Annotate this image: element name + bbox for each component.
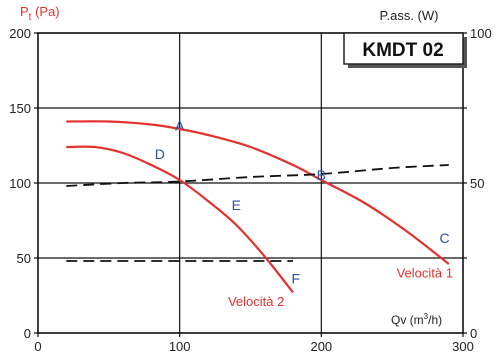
curve-labels: Velocità 1 Velocità 2 [228,266,453,310]
y-tick-label: 100 [9,176,31,191]
y2-tick-label: 0 [470,326,477,341]
curve-label-2: Velocità 2 [228,294,284,309]
x-tick-label: 100 [169,339,191,354]
y-tick-label: 0 [24,326,31,341]
y-axis-title: Pt (Pa) [20,4,60,23]
point-label-a: A [175,118,185,134]
x-axis-title: Qv (m3/h) [391,312,442,327]
curves [66,121,449,292]
y2-tick-label: 100 [470,26,492,41]
y-tick-label: 200 [9,26,31,41]
model-badge-text: KMDT 02 [362,40,443,61]
model-badge: KMDT 02 [344,33,467,68]
point-label-d: D [155,146,165,162]
x-tick-label: 0 [34,339,41,354]
curve-label-1: Velocità 1 [397,266,453,281]
y2-axis-title: P.ass. (W) [380,8,439,23]
pressure-curve-1 [66,121,449,264]
point-label-b: B [317,167,326,183]
point-label-c: C [440,230,450,246]
point-labels: A B C D E F [155,118,450,287]
point-label-e: E [232,197,241,213]
grid [34,33,467,337]
y-tick-label: 150 [9,101,31,116]
point-label-f: F [292,271,301,287]
y-tick-label: 50 [17,251,31,266]
x-tick-label: 300 [452,339,474,354]
y2-tick-label: 50 [470,176,484,191]
x-tick-label: 200 [310,339,332,354]
